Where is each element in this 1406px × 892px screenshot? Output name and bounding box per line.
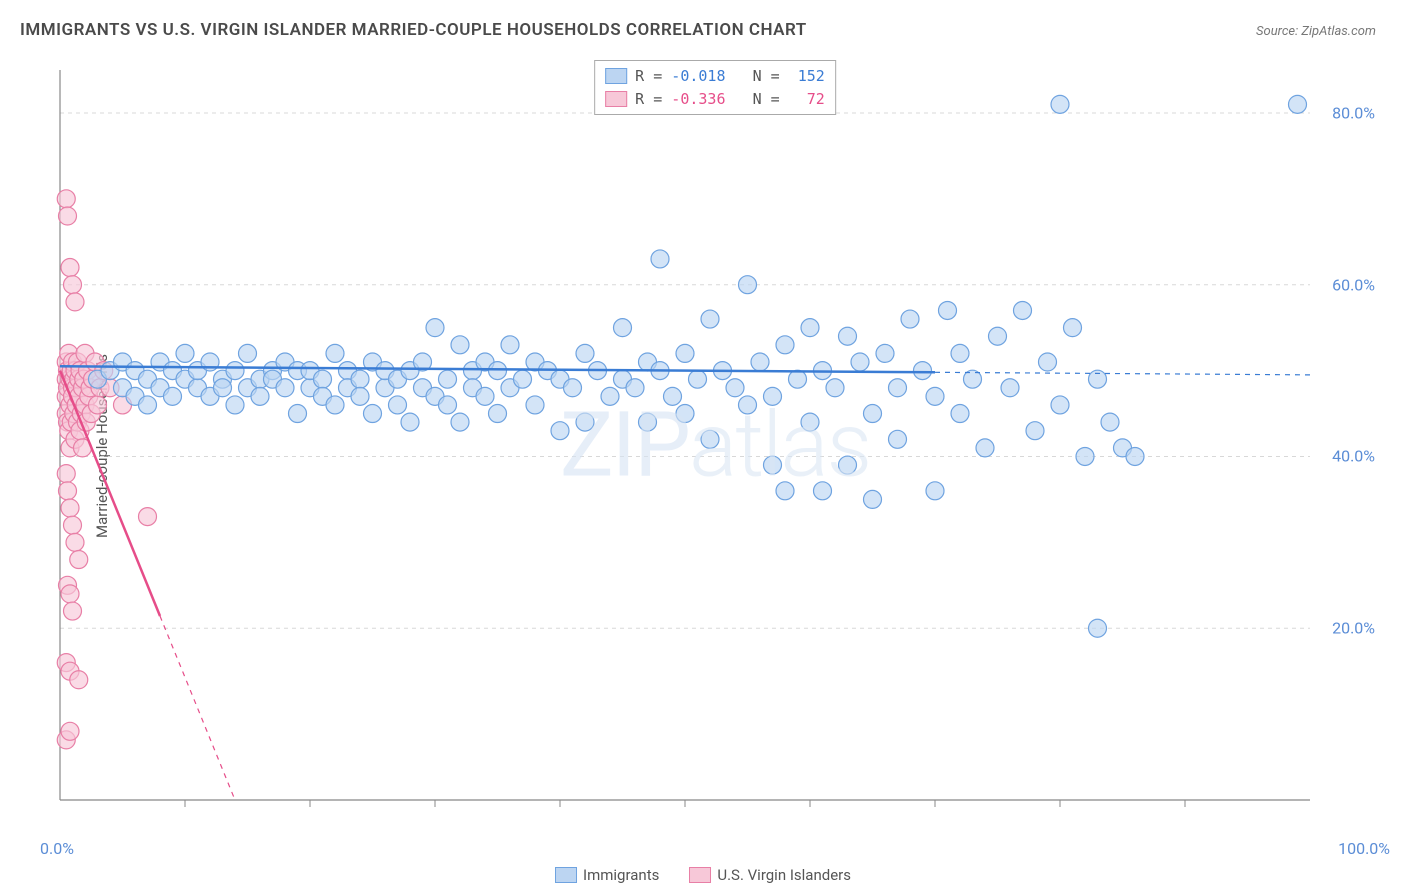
legend-swatch bbox=[555, 867, 577, 883]
legend-swatch bbox=[605, 91, 627, 107]
legend-row: R = -0.336 N = 72 bbox=[605, 88, 825, 111]
series-legend: Immigrants U.S. Virgin Islanders bbox=[555, 866, 851, 884]
x-tick-left: 0.0% bbox=[40, 839, 74, 858]
y-tick-label: 40.0% bbox=[1332, 447, 1375, 466]
x-tick-right: 100.0% bbox=[1338, 839, 1390, 858]
legend-stat-text: R = -0.336 N = 72 bbox=[635, 88, 825, 111]
series-legend-item: U.S. Virgin Islanders bbox=[689, 866, 851, 884]
legend-swatch bbox=[689, 867, 711, 883]
legend-row: R = -0.018 N = 152 bbox=[605, 65, 825, 88]
y-tick-label: 60.0% bbox=[1332, 275, 1375, 294]
series-legend-label: U.S. Virgin Islanders bbox=[717, 866, 851, 884]
correlation-legend: R = -0.018 N = 152R = -0.336 N = 72 bbox=[594, 60, 836, 115]
scatter-plot: ZIPatlas R = -0.018 N = 152R = -0.336 N … bbox=[50, 60, 1380, 830]
legend-stat-text: R = -0.018 N = 152 bbox=[635, 65, 825, 88]
legend-swatch bbox=[605, 68, 627, 84]
series-legend-label: Immigrants bbox=[583, 866, 659, 884]
series-legend-item: Immigrants bbox=[555, 866, 659, 884]
plot-svg bbox=[50, 60, 1380, 830]
y-tick-label: 80.0% bbox=[1332, 103, 1375, 122]
chart-title: IMMIGRANTS VS U.S. VIRGIN ISLANDER MARRI… bbox=[20, 20, 807, 40]
source-credit: Source: ZipAtlas.com bbox=[1256, 24, 1376, 39]
y-tick-label: 20.0% bbox=[1332, 619, 1375, 638]
